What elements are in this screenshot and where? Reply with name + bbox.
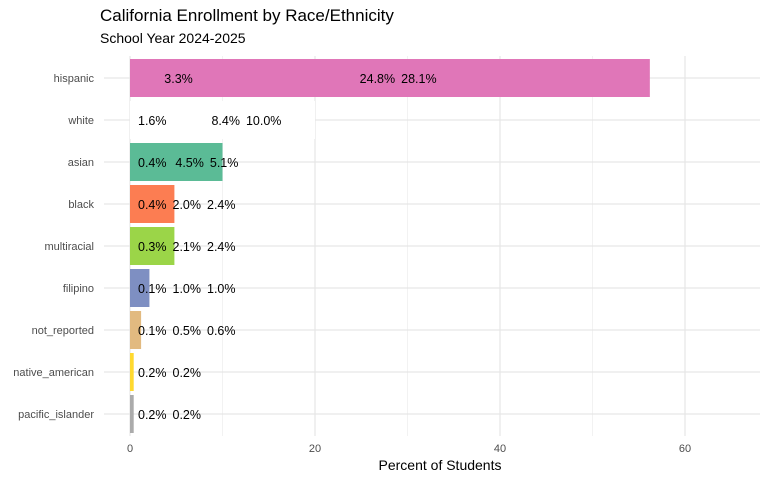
bar-not_reported [130,311,142,349]
data-label: 2.1% [173,240,202,254]
data-label: 0.1% [138,282,167,296]
bar-white [130,101,315,139]
data-label: 2.4% [207,198,236,212]
y-tick-label: pacific_islander [18,409,94,421]
y-tick-label: asian [68,157,94,169]
y-tick-label: not_reported [32,325,94,337]
data-label: 10.0% [246,114,281,128]
data-label: 1.0% [207,282,236,296]
x-axis-label: Percent of Students [378,457,502,473]
bar-black [130,185,175,223]
bar-multiracial [130,227,175,265]
data-label: 4.5% [175,156,204,170]
data-label: 8.4% [211,114,240,128]
data-label: 2.0% [173,198,202,212]
y-tick-label: black [68,199,94,211]
x-tick-label: 20 [309,443,321,455]
data-label: 0.2% [173,408,202,422]
y-tick-label: filipino [63,283,94,295]
chart-title: California Enrollment by Race/Ethnicity [100,6,394,25]
data-label: 2.4% [207,240,236,254]
bar-asian [130,143,223,181]
data-label: 1.0% [173,282,202,296]
y-tick-label: white [67,115,94,127]
chart-subtitle: School Year 2024-2025 [100,30,246,46]
data-label: 0.4% [138,156,167,170]
y-tick-label: native_american [13,367,94,379]
x-tick-label: 40 [494,443,506,455]
data-label: 0.2% [173,366,202,380]
bar-filipino [130,269,150,307]
data-label: 0.1% [138,324,167,338]
data-label: 24.8% [360,72,395,86]
data-label: 5.1% [210,156,239,170]
data-label: 0.3% [138,240,167,254]
data-label: 0.2% [138,366,167,380]
bar-pacific_islander [130,395,134,433]
x-tick-label: 0 [127,443,133,455]
bar-hispanic [130,59,650,97]
data-label: 1.6% [138,114,167,128]
data-label: 0.5% [173,324,202,338]
y-tick-label: multiracial [44,241,94,253]
bar-native_american [130,353,134,391]
data-label: 0.6% [207,324,236,338]
data-label: 3.3% [164,72,193,86]
x-tick-label: 60 [679,443,691,455]
y-tick-label: hispanic [54,73,95,85]
data-label: 28.1% [401,72,436,86]
data-label: 0.2% [138,408,167,422]
data-label: 0.4% [138,198,167,212]
